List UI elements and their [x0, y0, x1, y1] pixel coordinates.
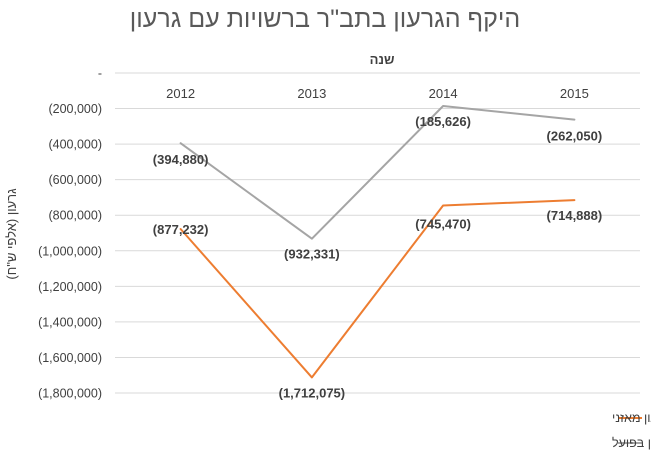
data-label: (932,331) — [284, 247, 340, 262]
y-tick-label: (1,800,000) — [38, 387, 102, 401]
y-tick-label: - — [98, 67, 102, 81]
y-axis-ticks: - (200,000) (400,000) (600,000) (800,000) (1,… — [38, 67, 102, 401]
x-category-label: 2013 — [297, 86, 326, 101]
y-tick-label: (200,000) — [48, 102, 102, 116]
chart-title: היקף הגרעון בתב"ר ברשויות עם גרעון — [130, 5, 520, 33]
x-category-label: 2012 — [166, 86, 195, 101]
y-tick-label: (800,000) — [48, 209, 102, 223]
data-label: (745,470) — [415, 217, 471, 232]
y-tick-label: (1,200,000) — [38, 280, 102, 294]
series-line-actual-deficit — [179, 105, 576, 240]
gridlines — [115, 72, 640, 394]
x-axis-categories: 2012 2013 2014 2015 — [166, 86, 589, 101]
y-tick-label: (1,000,000) — [38, 244, 102, 258]
series-lines — [179, 105, 576, 379]
legend-label: סה"כ גרעון תב"ר בשנת הדו"ח לרשויות בעלות… — [612, 411, 651, 425]
x-category-label: 2015 — [560, 86, 589, 101]
y-tick-label: (1,400,000) — [38, 315, 102, 329]
legend-label: סה"כ גרעון תב"ר בשנת הדו"ח לרשויות בעלות… — [612, 436, 651, 450]
x-category-label: 2014 — [429, 86, 458, 101]
series-line-balance-deficit — [179, 199, 576, 379]
data-label: (1,712,075) — [279, 385, 346, 400]
data-labels: (877,232) (1,712,075) (745,470) (714,888) (3… — [153, 114, 602, 400]
data-label: (185,626) — [415, 114, 471, 129]
y-tick-label: (600,000) — [48, 173, 102, 187]
x-axis-title: שנה — [370, 52, 395, 67]
y-tick-label: (400,000) — [48, 138, 102, 152]
legend: סה"כ גרעון תב"ר בשנת הדו"ח לרשויות בעלות… — [612, 411, 651, 450]
data-label: (714,888) — [547, 208, 603, 223]
y-axis-title: גרעון (אלפי ש"ח) — [4, 188, 19, 280]
data-label: (394,880) — [153, 152, 209, 167]
data-label: (262,050) — [547, 129, 603, 144]
y-tick-label: (1,600,000) — [38, 351, 102, 365]
data-label: (877,232) — [153, 222, 209, 237]
